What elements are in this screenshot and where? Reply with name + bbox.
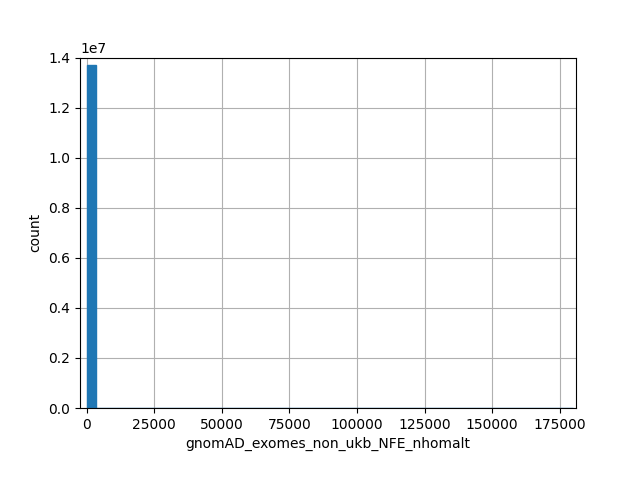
Y-axis label: count: count xyxy=(29,213,43,252)
X-axis label: gnomAD_exomes_non_ukb_NFE_nhomalt: gnomAD_exomes_non_ukb_NFE_nhomalt xyxy=(186,437,470,451)
Bar xyxy=(87,65,97,408)
